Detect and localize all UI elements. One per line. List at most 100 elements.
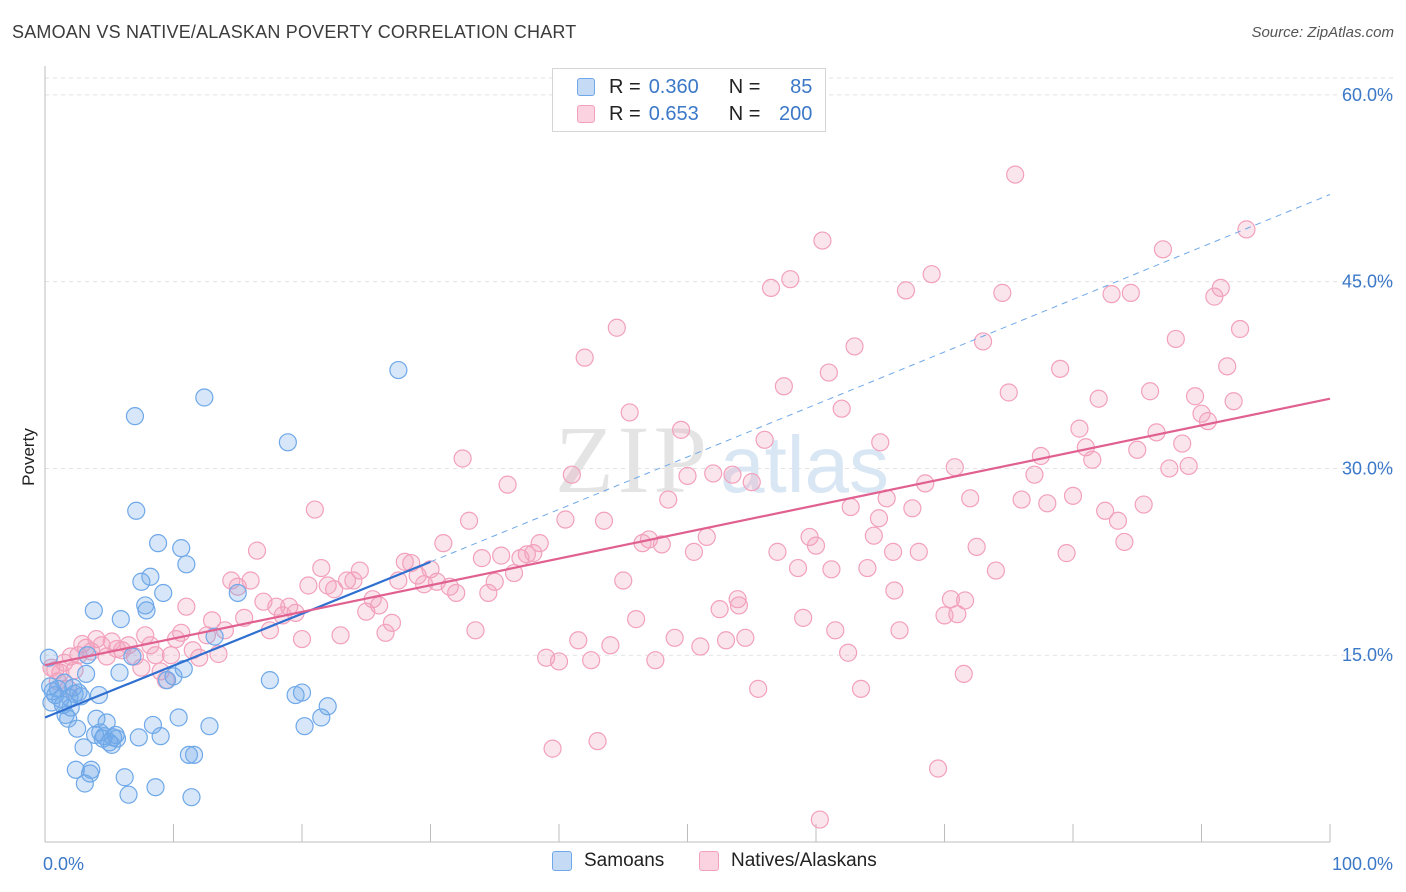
legend-samoans-label: Samoans <box>584 850 665 871</box>
natives-point <box>841 497 860 517</box>
natives-point <box>858 558 877 578</box>
natives-point <box>999 383 1018 402</box>
natives-point <box>716 631 736 650</box>
natives-point <box>845 337 864 356</box>
natives-point <box>819 363 838 382</box>
samoans-point <box>125 407 145 426</box>
natives-point <box>485 572 504 591</box>
natives-point <box>453 449 472 468</box>
natives-point <box>813 231 832 250</box>
natives-point <box>376 623 395 642</box>
x-tick-label: 0.0% <box>43 854 84 874</box>
natives-point <box>337 571 357 590</box>
samoans-trend-line <box>44 560 431 719</box>
natives-point <box>1038 494 1057 513</box>
natives-point <box>620 403 639 422</box>
gridlines <box>45 77 1395 656</box>
natives-point <box>1121 283 1140 302</box>
natives-point <box>350 561 369 580</box>
natives-point <box>562 465 581 484</box>
natives-point <box>575 348 594 367</box>
samoans-point <box>205 627 224 646</box>
natives-point <box>601 636 620 655</box>
natives-point <box>530 534 549 553</box>
natives-point <box>794 608 813 627</box>
samoans-point <box>87 709 106 728</box>
samoans-point <box>132 572 151 591</box>
natives-point <box>299 576 318 595</box>
natives-point <box>973 332 993 351</box>
natives-point <box>768 542 787 561</box>
natives-point <box>247 541 267 560</box>
samoans-point <box>179 745 199 764</box>
chart-source: Source: ZipAtlas.com <box>1251 24 1394 41</box>
natives-point <box>1230 319 1250 339</box>
samoans-point <box>119 785 138 804</box>
natives-point <box>1128 440 1147 459</box>
natives-point <box>1102 285 1121 304</box>
natives-point <box>928 759 948 778</box>
natives-point <box>607 318 626 337</box>
natives-point <box>492 546 511 565</box>
natives-point <box>569 631 588 650</box>
watermark-zip: ZIP <box>555 406 711 513</box>
natives-point <box>704 464 723 483</box>
natives-point <box>582 651 601 670</box>
tick-labels: 15.0% 30.0% 45.0% 60.0% 0.0% 100.0% <box>43 85 1393 874</box>
natives-point <box>826 621 845 640</box>
natives-point <box>312 558 331 578</box>
natives-point <box>659 490 678 509</box>
natives-point <box>729 596 749 615</box>
samoans-point <box>39 648 58 667</box>
y-tick-label: 45.0% <box>1342 272 1393 292</box>
samoans-point <box>200 717 219 736</box>
natives-point <box>161 646 181 665</box>
natives-point <box>993 283 1012 302</box>
natives-swatch <box>577 105 595 123</box>
samoans-point <box>169 708 188 727</box>
natives-point <box>524 544 543 563</box>
natives-point <box>774 377 793 396</box>
natives-point <box>1070 419 1089 438</box>
natives-point <box>755 430 774 449</box>
natives-point <box>864 526 883 545</box>
natives-point <box>1025 465 1044 484</box>
natives-point <box>839 643 858 662</box>
samoans-point <box>68 719 87 738</box>
samoans-point <box>146 778 165 797</box>
natives-point <box>549 652 569 671</box>
samoans-point <box>129 728 148 747</box>
natives-legend-swatch <box>699 851 719 871</box>
natives-point <box>909 542 928 561</box>
natives-point <box>851 679 871 698</box>
chart-title: SAMOAN VS NATIVE/ALASKAN POVERTY CORRELA… <box>12 22 577 42</box>
natives-point <box>447 583 466 603</box>
samoans-point <box>123 647 142 666</box>
natives-point <box>896 281 916 300</box>
samoans-point <box>115 768 134 787</box>
natives-point <box>1198 412 1218 431</box>
samoans-point <box>74 738 93 757</box>
samoans-point <box>312 708 331 727</box>
natives-point <box>370 596 389 615</box>
natives-point <box>1140 382 1160 401</box>
samoans-point <box>295 717 314 736</box>
samoans-point <box>228 583 247 603</box>
samoans-point <box>59 709 78 728</box>
natives-point <box>1089 389 1108 408</box>
natives-point <box>890 621 909 640</box>
natives-point <box>395 552 414 571</box>
samoans-point <box>195 388 214 407</box>
samoans-point <box>154 583 173 603</box>
natives-point <box>1173 434 1192 453</box>
samoans-point <box>148 534 168 553</box>
natives-point <box>665 628 684 647</box>
samoans-point <box>141 567 160 586</box>
axes <box>44 66 1331 843</box>
natives-point <box>459 511 479 530</box>
natives-point <box>1063 486 1083 505</box>
legend-n-label: N = <box>728 75 761 98</box>
samoans-point <box>292 683 312 702</box>
series-legend: Samoans Natives/Alaskans <box>0 850 1406 878</box>
samoans-point <box>318 697 337 716</box>
